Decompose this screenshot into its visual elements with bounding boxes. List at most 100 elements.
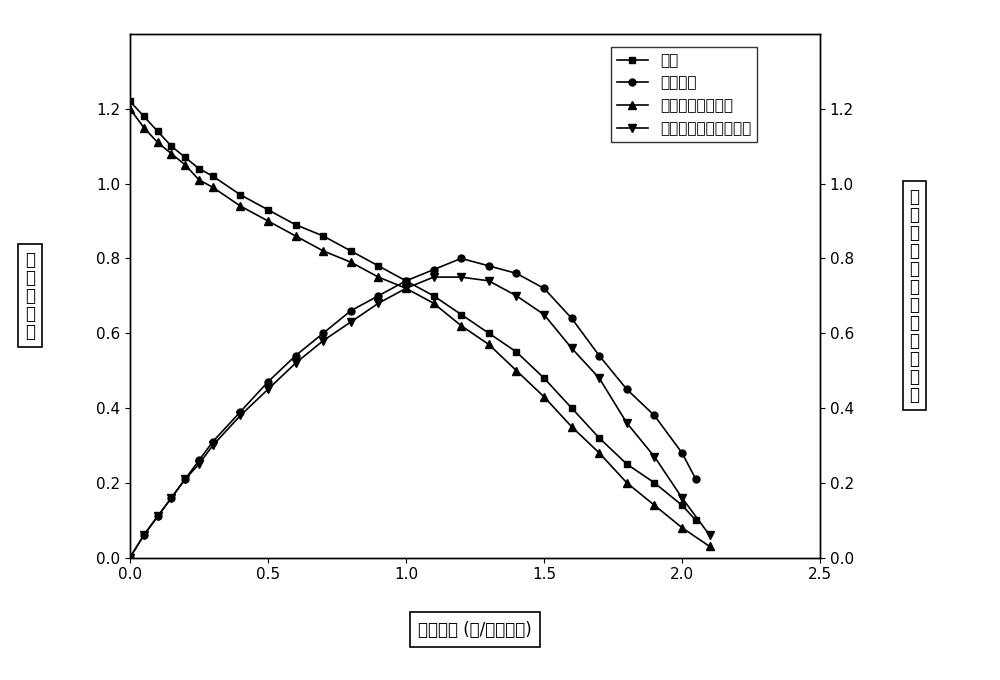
- 互换电极后的电压: [124, 105, 136, 113]
- 功率密度: [566, 314, 578, 322]
- 互换电极后的电压: [483, 341, 495, 349]
- 互换电极后的功率密度: [455, 273, 467, 282]
- 互换电极后的功率密度: [152, 513, 164, 521]
- 电压: [124, 97, 136, 105]
- 功率密度: [179, 475, 191, 483]
- 功率密度: [372, 292, 384, 300]
- 互换电极后的功率密度: [676, 494, 688, 502]
- 电压: [138, 112, 150, 120]
- Line: 功率密度: 功率密度: [127, 255, 699, 561]
- 电压: [538, 374, 550, 382]
- 互换电极后的功率密度: [165, 494, 177, 502]
- Line: 互换电极后的功率密度: 互换电极后的功率密度: [126, 273, 714, 562]
- 功率密度: [317, 329, 329, 337]
- 互换电极后的电压: [400, 284, 412, 292]
- 互换电极后的功率密度: [593, 374, 605, 382]
- 功率密度: [138, 531, 150, 539]
- 互换电极后的功率密度: [400, 284, 412, 292]
- 功率密度: [234, 408, 246, 416]
- 互换电极后的功率密度: [372, 299, 384, 307]
- 功率密度: [400, 277, 412, 285]
- 互换电极后的电压: [455, 322, 467, 330]
- 功率密度: [538, 284, 550, 292]
- 功率密度: [648, 411, 660, 420]
- 电压: [165, 142, 177, 150]
- 功率密度: [262, 378, 274, 386]
- 互换电极后的电压: [566, 423, 578, 431]
- 互换电极后的电压: [138, 124, 150, 132]
- Text: 功
率
密
度
（
瓦
／
平
方
厘
米
）: 功 率 密 度 （ 瓦 ／ 平 方 厘 米 ）: [909, 188, 919, 404]
- 互换电极后的功率密度: [207, 441, 219, 449]
- 功率密度: [690, 475, 702, 483]
- 电压: [676, 501, 688, 509]
- 互换电极后的功率密度: [648, 453, 660, 461]
- 互换电极后的功率密度: [179, 475, 191, 483]
- 互换电极后的功率密度: [538, 311, 550, 319]
- 电压: [400, 277, 412, 285]
- 功率密度: [345, 307, 357, 315]
- 电压: [372, 262, 384, 270]
- 互换电极后的电压: [428, 299, 440, 307]
- 互换电极后的电压: [262, 217, 274, 225]
- 电压: [510, 348, 522, 356]
- 电压: [152, 127, 164, 135]
- 互换电极后的电压: [165, 150, 177, 158]
- 功率密度: [165, 494, 177, 502]
- 互换电极后的电压: [234, 202, 246, 210]
- 功率密度: [193, 456, 205, 464]
- 电压: [483, 329, 495, 337]
- 互换电极后的电压: [704, 543, 716, 551]
- 互换电极后的功率密度: [483, 277, 495, 285]
- 电压: [317, 232, 329, 240]
- 互换电极后的功率密度: [704, 531, 716, 539]
- 电压: [179, 154, 191, 162]
- 功率密度: [290, 352, 302, 360]
- 互换电极后的功率密度: [317, 337, 329, 345]
- Text: 电流密度 (安/平方厘米): 电流密度 (安/平方厘米): [418, 621, 532, 639]
- 互换电极后的电压: [317, 247, 329, 255]
- 互换电极后的电压: [593, 449, 605, 457]
- 电压: [428, 292, 440, 300]
- 互换电极后的电压: [290, 232, 302, 240]
- 互换电极后的功率密度: [510, 292, 522, 300]
- 互换电极后的功率密度: [124, 554, 136, 562]
- 电压: [455, 311, 467, 319]
- 互换电极后的电压: [372, 273, 384, 282]
- 功率密度: [207, 438, 219, 446]
- 互换电极后的电压: [510, 367, 522, 375]
- 电压: [345, 247, 357, 255]
- 互换电极后的功率密度: [138, 531, 150, 539]
- 功率密度: [483, 262, 495, 270]
- 电压: [207, 172, 219, 180]
- 互换电极后的功率密度: [566, 344, 578, 352]
- 功率密度: [676, 449, 688, 457]
- Text: 电
压
（
伏
）: 电 压 （ 伏 ）: [25, 251, 35, 341]
- 互换电极后的功率密度: [345, 318, 357, 326]
- 互换电极后的电压: [345, 258, 357, 266]
- 功率密度: [593, 352, 605, 360]
- 电压: [234, 191, 246, 199]
- 互换电极后的电压: [207, 184, 219, 192]
- 电压: [648, 479, 660, 487]
- 互换电极后的电压: [538, 393, 550, 401]
- 电压: [193, 165, 205, 173]
- 互换电极后的功率密度: [290, 359, 302, 367]
- 互换电极后的电压: [193, 176, 205, 184]
- 互换电极后的电压: [621, 479, 633, 487]
- 电压: [566, 404, 578, 412]
- 功率密度: [621, 385, 633, 393]
- 电压: [262, 206, 274, 214]
- 互换电极后的电压: [648, 501, 660, 509]
- 电压: [290, 220, 302, 228]
- 互换电极后的功率密度: [428, 273, 440, 282]
- 电压: [621, 460, 633, 469]
- 互换电极后的功率密度: [621, 419, 633, 427]
- 互换电极后的功率密度: [193, 460, 205, 469]
- 互换电极后的电压: [179, 161, 191, 169]
- 功率密度: [152, 513, 164, 521]
- 电压: [690, 516, 702, 524]
- 互换电极后的电压: [152, 139, 164, 147]
- Line: 电压: 电压: [127, 98, 699, 524]
- 功率密度: [124, 554, 136, 562]
- 互换电极后的功率密度: [234, 411, 246, 420]
